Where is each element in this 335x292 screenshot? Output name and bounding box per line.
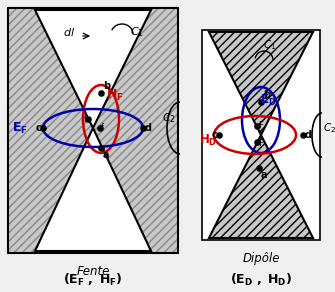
- Text: $\mathbf{(E_D\ ,\ H_D)}$: $\mathbf{(E_D\ ,\ H_D)}$: [230, 272, 292, 288]
- Text: F: F: [258, 121, 263, 129]
- Text: $C_2$: $C_2$: [323, 121, 335, 135]
- Text: $\mathbf{H_F}$: $\mathbf{H_F}$: [106, 87, 124, 102]
- Point: [40, 126, 46, 130]
- Point: [300, 133, 306, 137]
- Point: [256, 166, 262, 170]
- Text: d: d: [305, 130, 312, 140]
- Point: [97, 126, 103, 130]
- Point: [216, 133, 222, 137]
- Point: [258, 100, 264, 104]
- Text: $dl$: $dl$: [63, 26, 75, 38]
- Text: f: f: [84, 114, 87, 124]
- Text: b: b: [103, 81, 110, 91]
- Bar: [8, 8, 178, 253]
- Text: $\mathbf{H_D}$: $\mathbf{H_D}$: [199, 133, 217, 147]
- Point: [254, 140, 260, 144]
- Point: [254, 124, 260, 128]
- Point: [140, 126, 146, 130]
- Text: $\mathbf{E_D}$: $\mathbf{E_D}$: [260, 93, 276, 107]
- Text: f: f: [101, 124, 104, 133]
- Text: $\mathbf{E_F}$: $\mathbf{E_F}$: [12, 120, 28, 135]
- Point: [85, 117, 91, 121]
- Point: [98, 91, 104, 95]
- Text: $C_1$: $C_1$: [130, 25, 144, 39]
- Text: $C_1$: $C_1$: [263, 38, 277, 52]
- Point: [98, 146, 104, 150]
- Text: a: a: [103, 150, 110, 160]
- Text: Dipôle: Dipôle: [242, 252, 280, 265]
- Polygon shape: [35, 128, 151, 251]
- Text: b: b: [263, 90, 270, 100]
- Text: $\mathbf{(E_F\ ,\ H_F)}$: $\mathbf{(E_F\ ,\ H_F)}$: [63, 272, 123, 288]
- Text: c: c: [35, 123, 41, 133]
- Text: c: c: [211, 130, 217, 140]
- Polygon shape: [209, 135, 313, 238]
- Polygon shape: [35, 10, 151, 128]
- Bar: [202, 30, 320, 240]
- Text: F: F: [258, 138, 263, 147]
- Bar: [8, 8, 178, 253]
- Text: $C_2$: $C_2$: [162, 111, 176, 125]
- Polygon shape: [209, 32, 313, 135]
- Text: Fente: Fente: [76, 265, 110, 278]
- Text: a: a: [261, 170, 268, 180]
- Text: d: d: [145, 123, 152, 133]
